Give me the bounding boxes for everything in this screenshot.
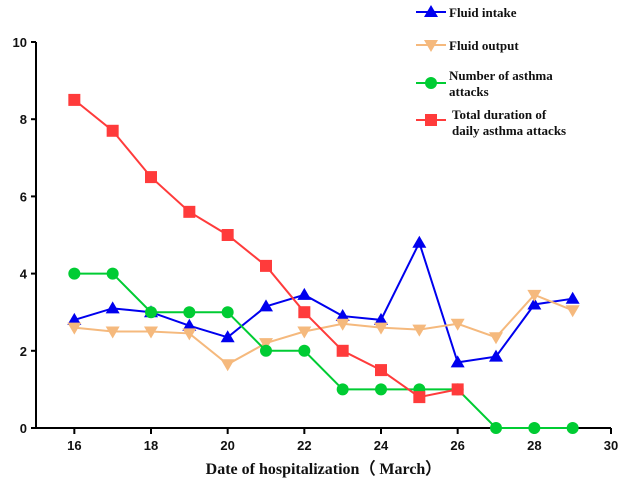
data-point: [67, 312, 82, 325]
data-point: [451, 383, 464, 396]
data-point: [374, 322, 388, 335]
data-point: [297, 287, 312, 300]
x-tick-label: 26: [450, 438, 464, 453]
series-line: [74, 240, 573, 364]
data-point: [335, 309, 350, 322]
y-tick-label: 10: [13, 35, 27, 50]
data-point: [220, 330, 235, 343]
series-3: [68, 267, 579, 434]
series-layer: [67, 93, 580, 434]
legend-item-1: Fluid intake: [416, 5, 517, 20]
x-tick-label: 22: [297, 438, 311, 453]
x-tick-label: 18: [144, 438, 158, 453]
x-tick-label: 16: [67, 438, 81, 453]
data-point: [182, 328, 197, 341]
data-point: [182, 318, 197, 331]
data-point: [489, 332, 503, 345]
data-point: [375, 383, 387, 396]
data-point: [413, 391, 426, 404]
legend-swatch-marker: [424, 40, 438, 52]
legend-swatch-marker: [424, 5, 438, 17]
y-tick-label: 2: [20, 344, 27, 359]
legend-label: Total duration of: [452, 107, 547, 122]
data-point: [336, 383, 349, 396]
data-point: [335, 318, 350, 331]
data-point: [221, 306, 234, 319]
data-point: [565, 291, 580, 304]
legend-swatch-marker: [425, 114, 437, 126]
data-point: [489, 349, 503, 362]
data-point: [490, 422, 502, 434]
data-point: [106, 267, 119, 280]
data-point: [336, 344, 349, 357]
legend-swatch-marker: [425, 77, 437, 89]
data-point: [450, 318, 465, 331]
legend-label: Fluid intake: [449, 5, 517, 20]
data-point: [298, 344, 311, 357]
data-point: [183, 306, 196, 319]
data-point: [145, 171, 157, 184]
data-point: [259, 338, 273, 351]
x-tick-label: 28: [527, 438, 541, 453]
x-tick-label: 24: [374, 438, 389, 453]
y-tick-label: 6: [20, 189, 27, 204]
data-point: [68, 267, 81, 280]
data-point: [260, 344, 272, 357]
data-point: [450, 355, 465, 368]
data-point: [68, 93, 81, 106]
data-point: [412, 324, 427, 337]
legend-item-2: Fluid output: [416, 38, 519, 53]
y-tick-label: 4: [20, 267, 28, 282]
y-tick-label: 8: [20, 112, 27, 127]
data-point: [221, 229, 234, 241]
data-point: [67, 322, 82, 335]
data-point: [566, 422, 579, 434]
legend: Fluid intake Fluid output Number of asthma…: [416, 5, 566, 138]
data-point: [183, 205, 196, 218]
data-point: [375, 364, 387, 377]
data-point: [565, 305, 580, 318]
data-point: [144, 326, 158, 339]
data-point: [297, 326, 312, 339]
data-point: [374, 312, 388, 325]
data-point: [528, 422, 541, 434]
x-tick-label: 20: [220, 438, 234, 453]
data-point: [105, 301, 120, 314]
series-line: [74, 293, 574, 366]
data-point: [298, 306, 311, 319]
legend-label: daily asthma attacks: [452, 123, 566, 138]
data-point: [527, 297, 542, 310]
y-tick-label: 0: [20, 421, 27, 436]
data-point: [145, 306, 157, 319]
x-axis-title: Date of hospitalization（ March）: [206, 460, 442, 478]
legend-label: attacks: [449, 84, 489, 99]
legend-label: Fluid output: [449, 38, 519, 53]
data-point: [105, 326, 120, 339]
data-point: [412, 235, 427, 248]
data-point: [106, 124, 119, 137]
data-point: [259, 299, 273, 312]
x-tick-label: 30: [604, 438, 618, 453]
series-line: [74, 272, 573, 429]
data-point: [527, 289, 542, 302]
legend-label: Number of asthma: [449, 68, 553, 83]
series-4: [68, 93, 464, 404]
data-point: [220, 359, 235, 372]
data-point: [260, 259, 272, 272]
series-2: [67, 289, 580, 372]
series-1: [67, 235, 580, 368]
